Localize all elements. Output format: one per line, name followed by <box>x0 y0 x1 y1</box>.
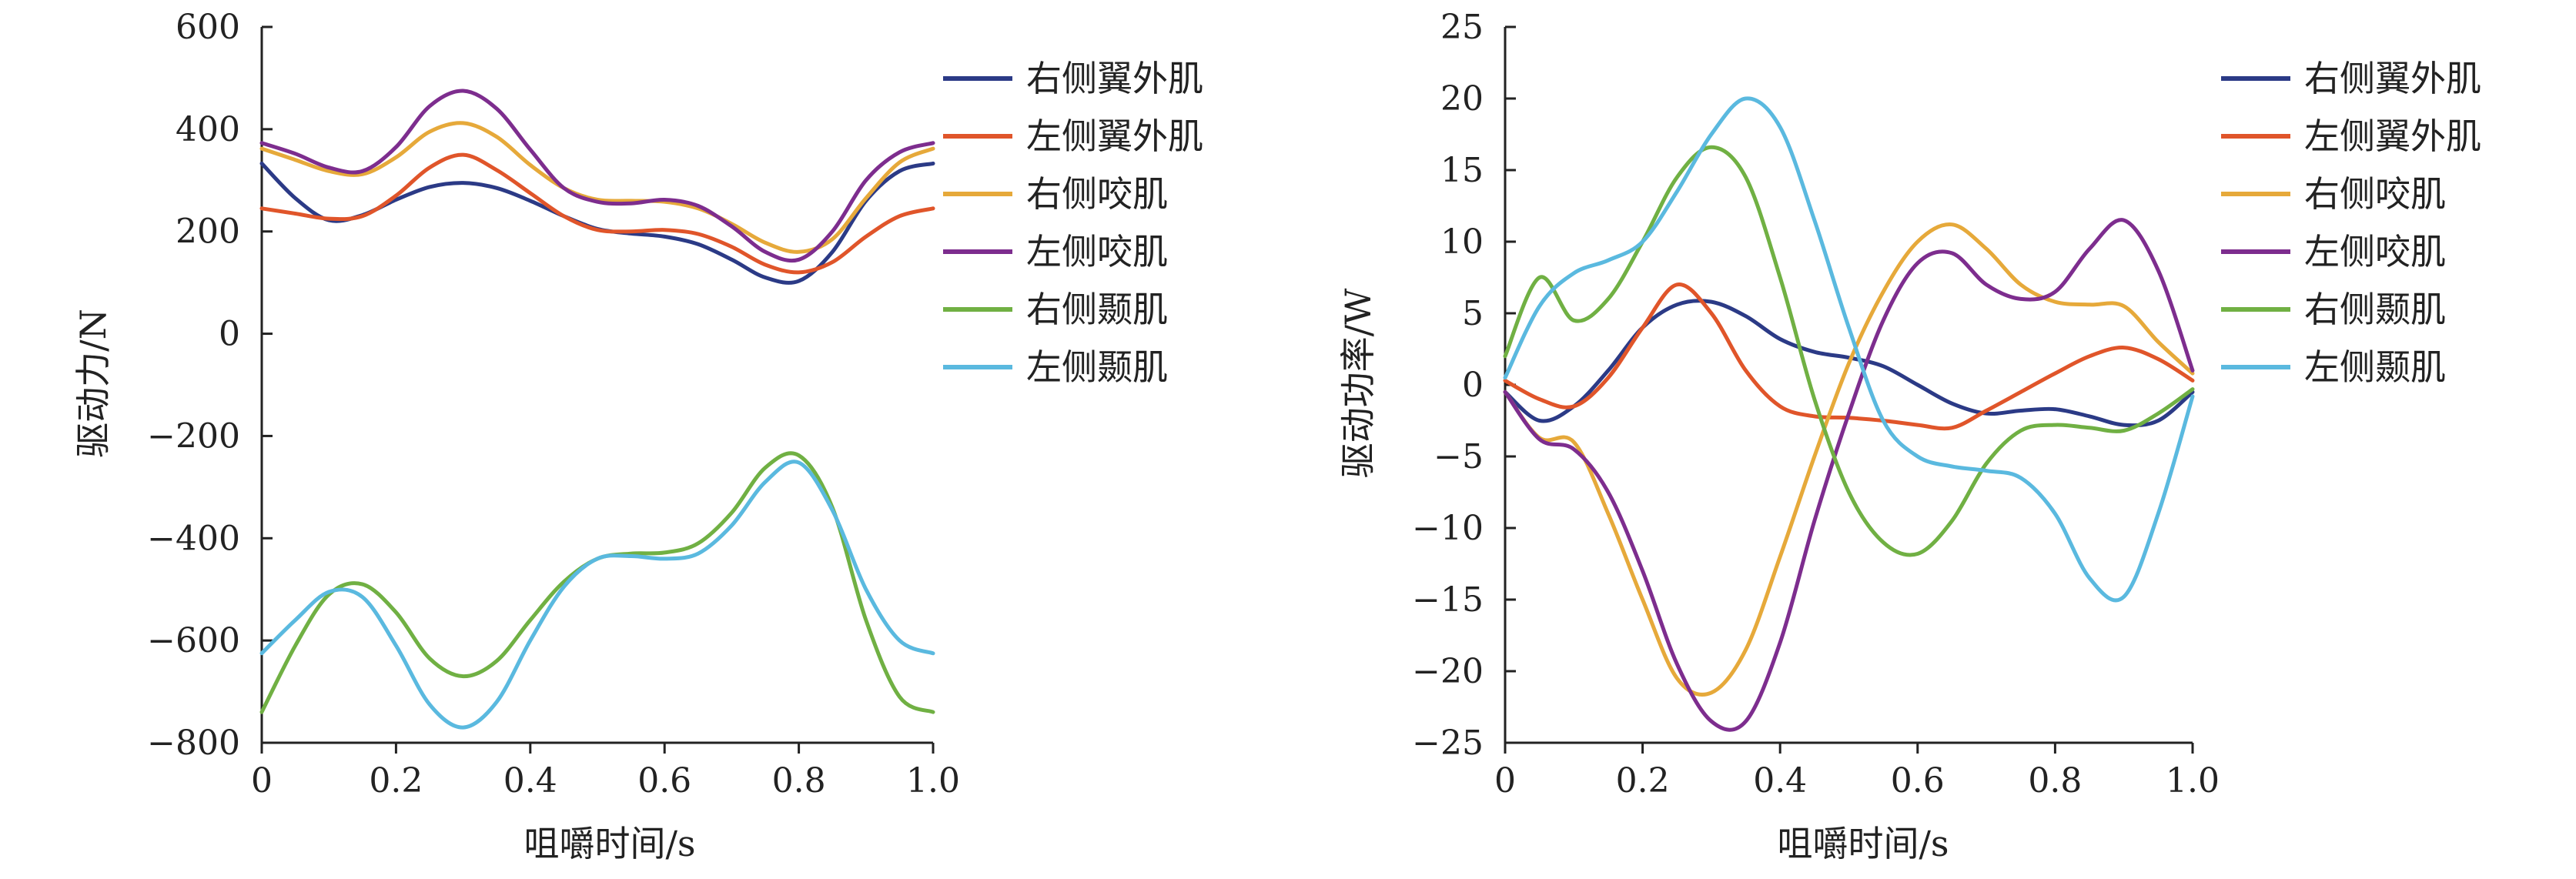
series-line <box>1503 222 2195 697</box>
x-tick-label: 0.2 <box>1616 761 1670 800</box>
series-line <box>1503 282 2195 431</box>
x-tick-label: 0.8 <box>2028 761 2082 800</box>
force-chart: 驱动力/N 咀嚼时间/s 600 400 200 0 −200 −400 −600 −800 0… <box>72 8 1203 864</box>
series-line <box>259 121 935 254</box>
y-tick-label: −200 <box>147 416 240 456</box>
y-tick-label: −5 <box>1434 437 1484 476</box>
force-chart-ylabel: 驱动力/N <box>72 309 114 458</box>
legend-label: 右侧颞肌 <box>2304 289 2446 330</box>
x-tick-label: 1.0 <box>906 761 960 800</box>
y-tick-label: −15 <box>1412 580 1484 620</box>
y-tick-label: 0 <box>1462 366 1484 405</box>
y-tick-label: 600 <box>176 8 240 47</box>
x-tick-label: 0.6 <box>637 761 691 800</box>
power-chart-xlabel: 咀嚼时间/s <box>1777 823 1949 864</box>
legend-label: 左侧咬肌 <box>2304 231 2446 272</box>
series-line <box>259 161 935 285</box>
series-line <box>259 89 935 263</box>
series-line <box>259 451 935 714</box>
x-tick-label: 0 <box>1494 761 1516 800</box>
y-tick-label: 15 <box>1440 151 1484 190</box>
power-chart-ylabel: 驱动功率/W <box>1337 288 1379 478</box>
x-tick-label: 0.2 <box>369 761 423 800</box>
power-chart: 驱动功率/W 咀嚼时间/s 25 20 15 10 5 0 −5 −10 −15 −20 −25 0 0… <box>1337 8 2481 864</box>
legend-label: 右侧翼外肌 <box>2304 58 2481 99</box>
y-tick-label: 0 <box>219 315 240 354</box>
x-tick-label: 0 <box>251 761 273 800</box>
y-tick-label: 400 <box>176 110 240 149</box>
legend-label: 右侧咬肌 <box>2304 173 2446 215</box>
x-tick-label: 0.8 <box>772 761 826 800</box>
legend-label: 右侧颞肌 <box>1026 289 1168 330</box>
series-line <box>1503 299 2195 428</box>
series-line <box>1503 145 2195 557</box>
y-tick-label: 25 <box>1440 8 1484 47</box>
legend-label: 左侧颞肌 <box>2304 346 2446 388</box>
legend-label: 左侧翼外肌 <box>2304 115 2481 157</box>
legend-label: 右侧咬肌 <box>1026 173 1168 215</box>
y-tick-label: −10 <box>1412 509 1484 548</box>
x-tick-label: 1.0 <box>2166 761 2220 800</box>
y-tick-label: 5 <box>1462 294 1484 333</box>
y-tick-label: −20 <box>1412 652 1484 691</box>
y-tick-label: −25 <box>1412 724 1484 763</box>
series-line <box>1503 218 2195 732</box>
series-line <box>1503 96 2195 603</box>
y-tick-label: −400 <box>147 519 240 558</box>
y-tick-label: −600 <box>147 621 240 660</box>
y-tick-label: 10 <box>1440 222 1484 262</box>
force-chart-xlabel: 咀嚼时间/s <box>524 823 695 864</box>
series-line <box>259 152 935 275</box>
y-tick-label: 200 <box>176 212 240 252</box>
x-tick-label: 0.4 <box>1753 761 1807 800</box>
legend-label: 右侧翼外肌 <box>1026 58 1203 99</box>
series-line <box>259 460 935 730</box>
legend-label: 左侧翼外肌 <box>1026 115 1203 157</box>
legend-label: 左侧颞肌 <box>1026 346 1168 388</box>
y-tick-label: −800 <box>147 724 240 763</box>
y-tick-label: 20 <box>1440 79 1484 119</box>
legend-label: 左侧咬肌 <box>1026 231 1168 272</box>
x-tick-label: 0.4 <box>503 761 557 800</box>
x-tick-label: 0.6 <box>1891 761 1945 800</box>
